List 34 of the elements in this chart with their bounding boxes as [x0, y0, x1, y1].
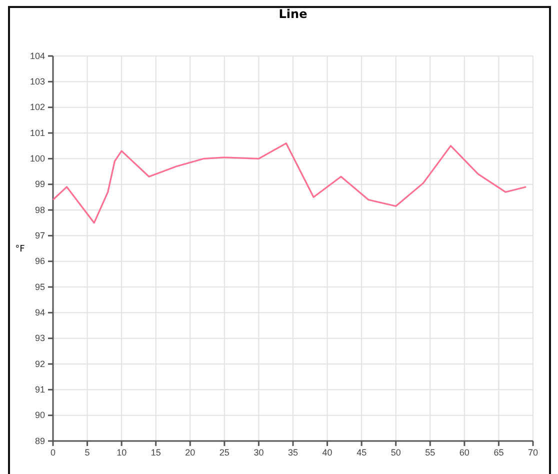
y-tick-label: 89	[34, 436, 45, 446]
x-tick-label: 15	[150, 447, 161, 458]
y-tick-label: 102	[30, 102, 45, 112]
y-axis-title: °F	[15, 244, 25, 254]
x-tick-label: 70	[528, 447, 538, 458]
y-tick-label: 97	[34, 230, 45, 241]
x-tick-label: 20	[185, 447, 196, 458]
y-tick-label: 90	[34, 410, 45, 420]
y-tick-label: 94	[34, 308, 45, 318]
x-tick-label: 55	[425, 447, 436, 458]
y-tick-label: 92	[34, 358, 45, 369]
y-tick-label: 101	[30, 128, 45, 138]
y-tick-label: 96	[34, 256, 45, 266]
x-tick-label: 10	[116, 447, 127, 458]
x-tick-label: 5	[84, 447, 90, 458]
y-tick-label: 98	[34, 204, 45, 215]
line-series	[52, 142, 527, 224]
y-tick-label: 95	[34, 282, 45, 292]
x-tick-label: 50	[390, 447, 401, 458]
y-tick-label: 100	[30, 154, 45, 164]
y-tick-label: 99	[34, 179, 45, 190]
y-tick-label: 104	[30, 50, 45, 61]
x-tick-label: 35	[288, 447, 298, 458]
y-tick-label: 91	[34, 384, 45, 395]
x-tick-label: 40	[322, 447, 332, 458]
x-tick-label: 60	[459, 447, 470, 458]
y-tick-label: 103	[30, 76, 45, 87]
x-tick-label: 25	[219, 447, 230, 458]
x-tick-label: 65	[494, 447, 504, 458]
y-tick-label: 93	[34, 333, 45, 344]
x-tick-label: 45	[356, 447, 367, 458]
x-tick-label: 0	[50, 447, 56, 458]
x-tick-label: 30	[254, 447, 264, 458]
chart-title: Line	[278, 7, 308, 21]
